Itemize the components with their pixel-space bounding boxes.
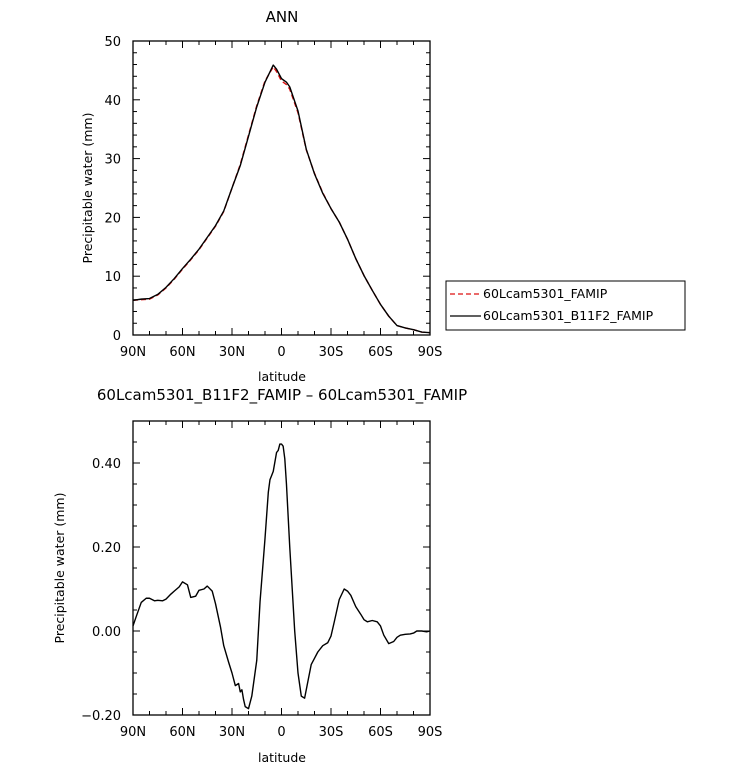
plot-lines (132, 443, 431, 710)
y-axis-label: Precipitable water (mm) (80, 113, 95, 264)
x-tick-label: 90S (418, 345, 443, 360)
series-line-60lcam5301-b11f2-famip (132, 64, 431, 334)
plot-frame (132, 420, 431, 716)
series-line-60lcam5301-famip (132, 66, 431, 334)
x-tick-label: 90N (120, 345, 146, 360)
legend-box (445, 280, 686, 331)
x-tick-label: 30S (319, 725, 344, 740)
y-axis-label: Precipitable water (mm) (52, 493, 67, 644)
x-tick-label: 60S (368, 725, 393, 740)
plot-lines (132, 64, 431, 334)
legend: 60Lcam5301_FAMIP 60Lcam5301_B11F2_FAMIP (445, 280, 686, 331)
y-tick-label: 30 (104, 153, 121, 168)
x-tick-label: 90S (418, 725, 443, 740)
chart-title: ANN (266, 8, 299, 26)
chart-annual-precipitable-water: ANN 90N 60N 30N 0 30S 60S 90S 0 10 20 30 40 50 lati… (80, 8, 442, 384)
chart-difference: 60Lcam5301_B11F2_FAMIP – 60Lcam5301_FAMI… (52, 386, 467, 765)
x-tick-label: 30S (319, 345, 344, 360)
y-tick-label: 0.00 (92, 625, 121, 640)
x-tick-label: 0 (277, 345, 285, 360)
x-tick-label: 90N (120, 725, 146, 740)
y-tick-labels: −0.20 0.00 0.20 0.40 (81, 457, 121, 724)
x-axis-label: latitude (258, 750, 306, 765)
y-tick-labels: 0 10 20 30 40 50 (104, 35, 121, 344)
chart-title: 60Lcam5301_B11F2_FAMIP – 60Lcam5301_FAMI… (97, 386, 467, 405)
x-tick-label: 30N (219, 725, 245, 740)
axis-ticks (132, 40, 431, 336)
y-tick-label: 20 (104, 211, 121, 226)
y-tick-label: −0.20 (81, 709, 121, 724)
plot-frame (132, 40, 431, 336)
x-tick-label: 30N (219, 345, 245, 360)
x-tick-label: 60N (169, 725, 195, 740)
x-tick-label: 60N (169, 345, 195, 360)
axis-ticks (132, 420, 431, 716)
y-tick-label: 50 (104, 35, 121, 50)
y-tick-label: 0.40 (92, 457, 121, 472)
x-tick-labels: 90N 60N 30N 0 30S 60S 90S (120, 345, 443, 360)
y-tick-label: 0.20 (92, 541, 121, 556)
series-line-difference (132, 443, 431, 710)
x-tick-label: 60S (368, 345, 393, 360)
legend-label-famip: 60Lcam5301_FAMIP (483, 286, 608, 301)
x-tick-labels: 90N 60N 30N 0 30S 60S 90S (120, 725, 443, 740)
x-tick-label: 0 (277, 725, 285, 740)
legend-label-b11f2: 60Lcam5301_B11F2_FAMIP (483, 308, 654, 323)
y-tick-label: 40 (104, 94, 121, 109)
y-tick-label: 0 (113, 329, 121, 344)
y-tick-label: 10 (104, 270, 121, 285)
x-axis-label: latitude (258, 369, 306, 384)
